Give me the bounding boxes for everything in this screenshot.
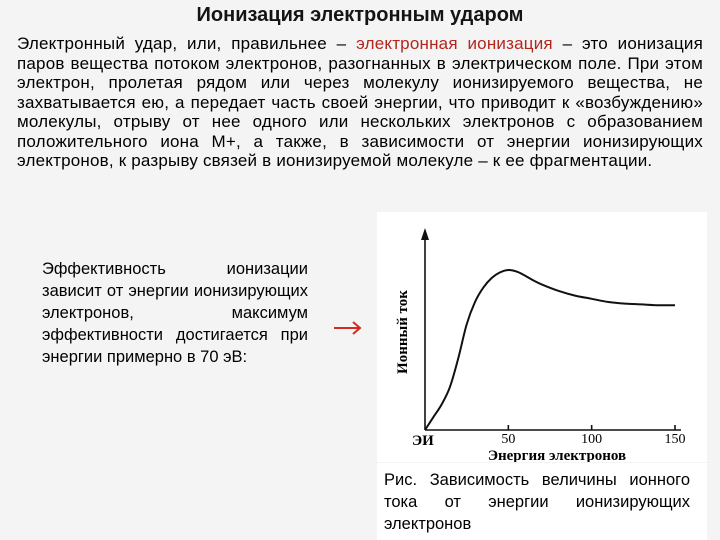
ion-current-chart: 50 100 150 Ионный ток ЭИ Энергия электроно… (377, 212, 707, 464)
y-axis-label: Ионный ток (395, 290, 411, 374)
right-arrow-icon (334, 321, 362, 335)
chart-svg: 50 100 150 Ионный ток ЭИ Энергия электроно… (395, 228, 686, 464)
x-tick-label: 150 (665, 432, 686, 447)
intro-text-end: – это ионизация паров вещества потоком э… (17, 34, 703, 170)
x-axis-label: Энергия электронов (488, 448, 626, 462)
intro-paragraph: Электронный удар, или, правильнее – элек… (17, 34, 703, 171)
figure-caption-box: Рис. Зависимость величины ионного тока о… (377, 463, 707, 540)
slide-title: Ионизация электронным ударом (196, 4, 524, 26)
efficiency-note: Эффективность ионизации зависит от энерг… (42, 260, 308, 366)
x-tick-label: 100 (581, 432, 602, 447)
figure-caption: Рис. Зависимость величины ионного тока о… (384, 471, 690, 533)
y-axis-arrowhead (421, 228, 429, 240)
x-tick-label: 50 (501, 432, 515, 447)
highlighted-term: электронная ионизация (356, 34, 553, 53)
ion-current-curve (424, 268, 676, 431)
intro-text-start: Электронный удар, или, правильнее – (17, 34, 357, 53)
x-origin-label: ЭИ (412, 433, 434, 449)
